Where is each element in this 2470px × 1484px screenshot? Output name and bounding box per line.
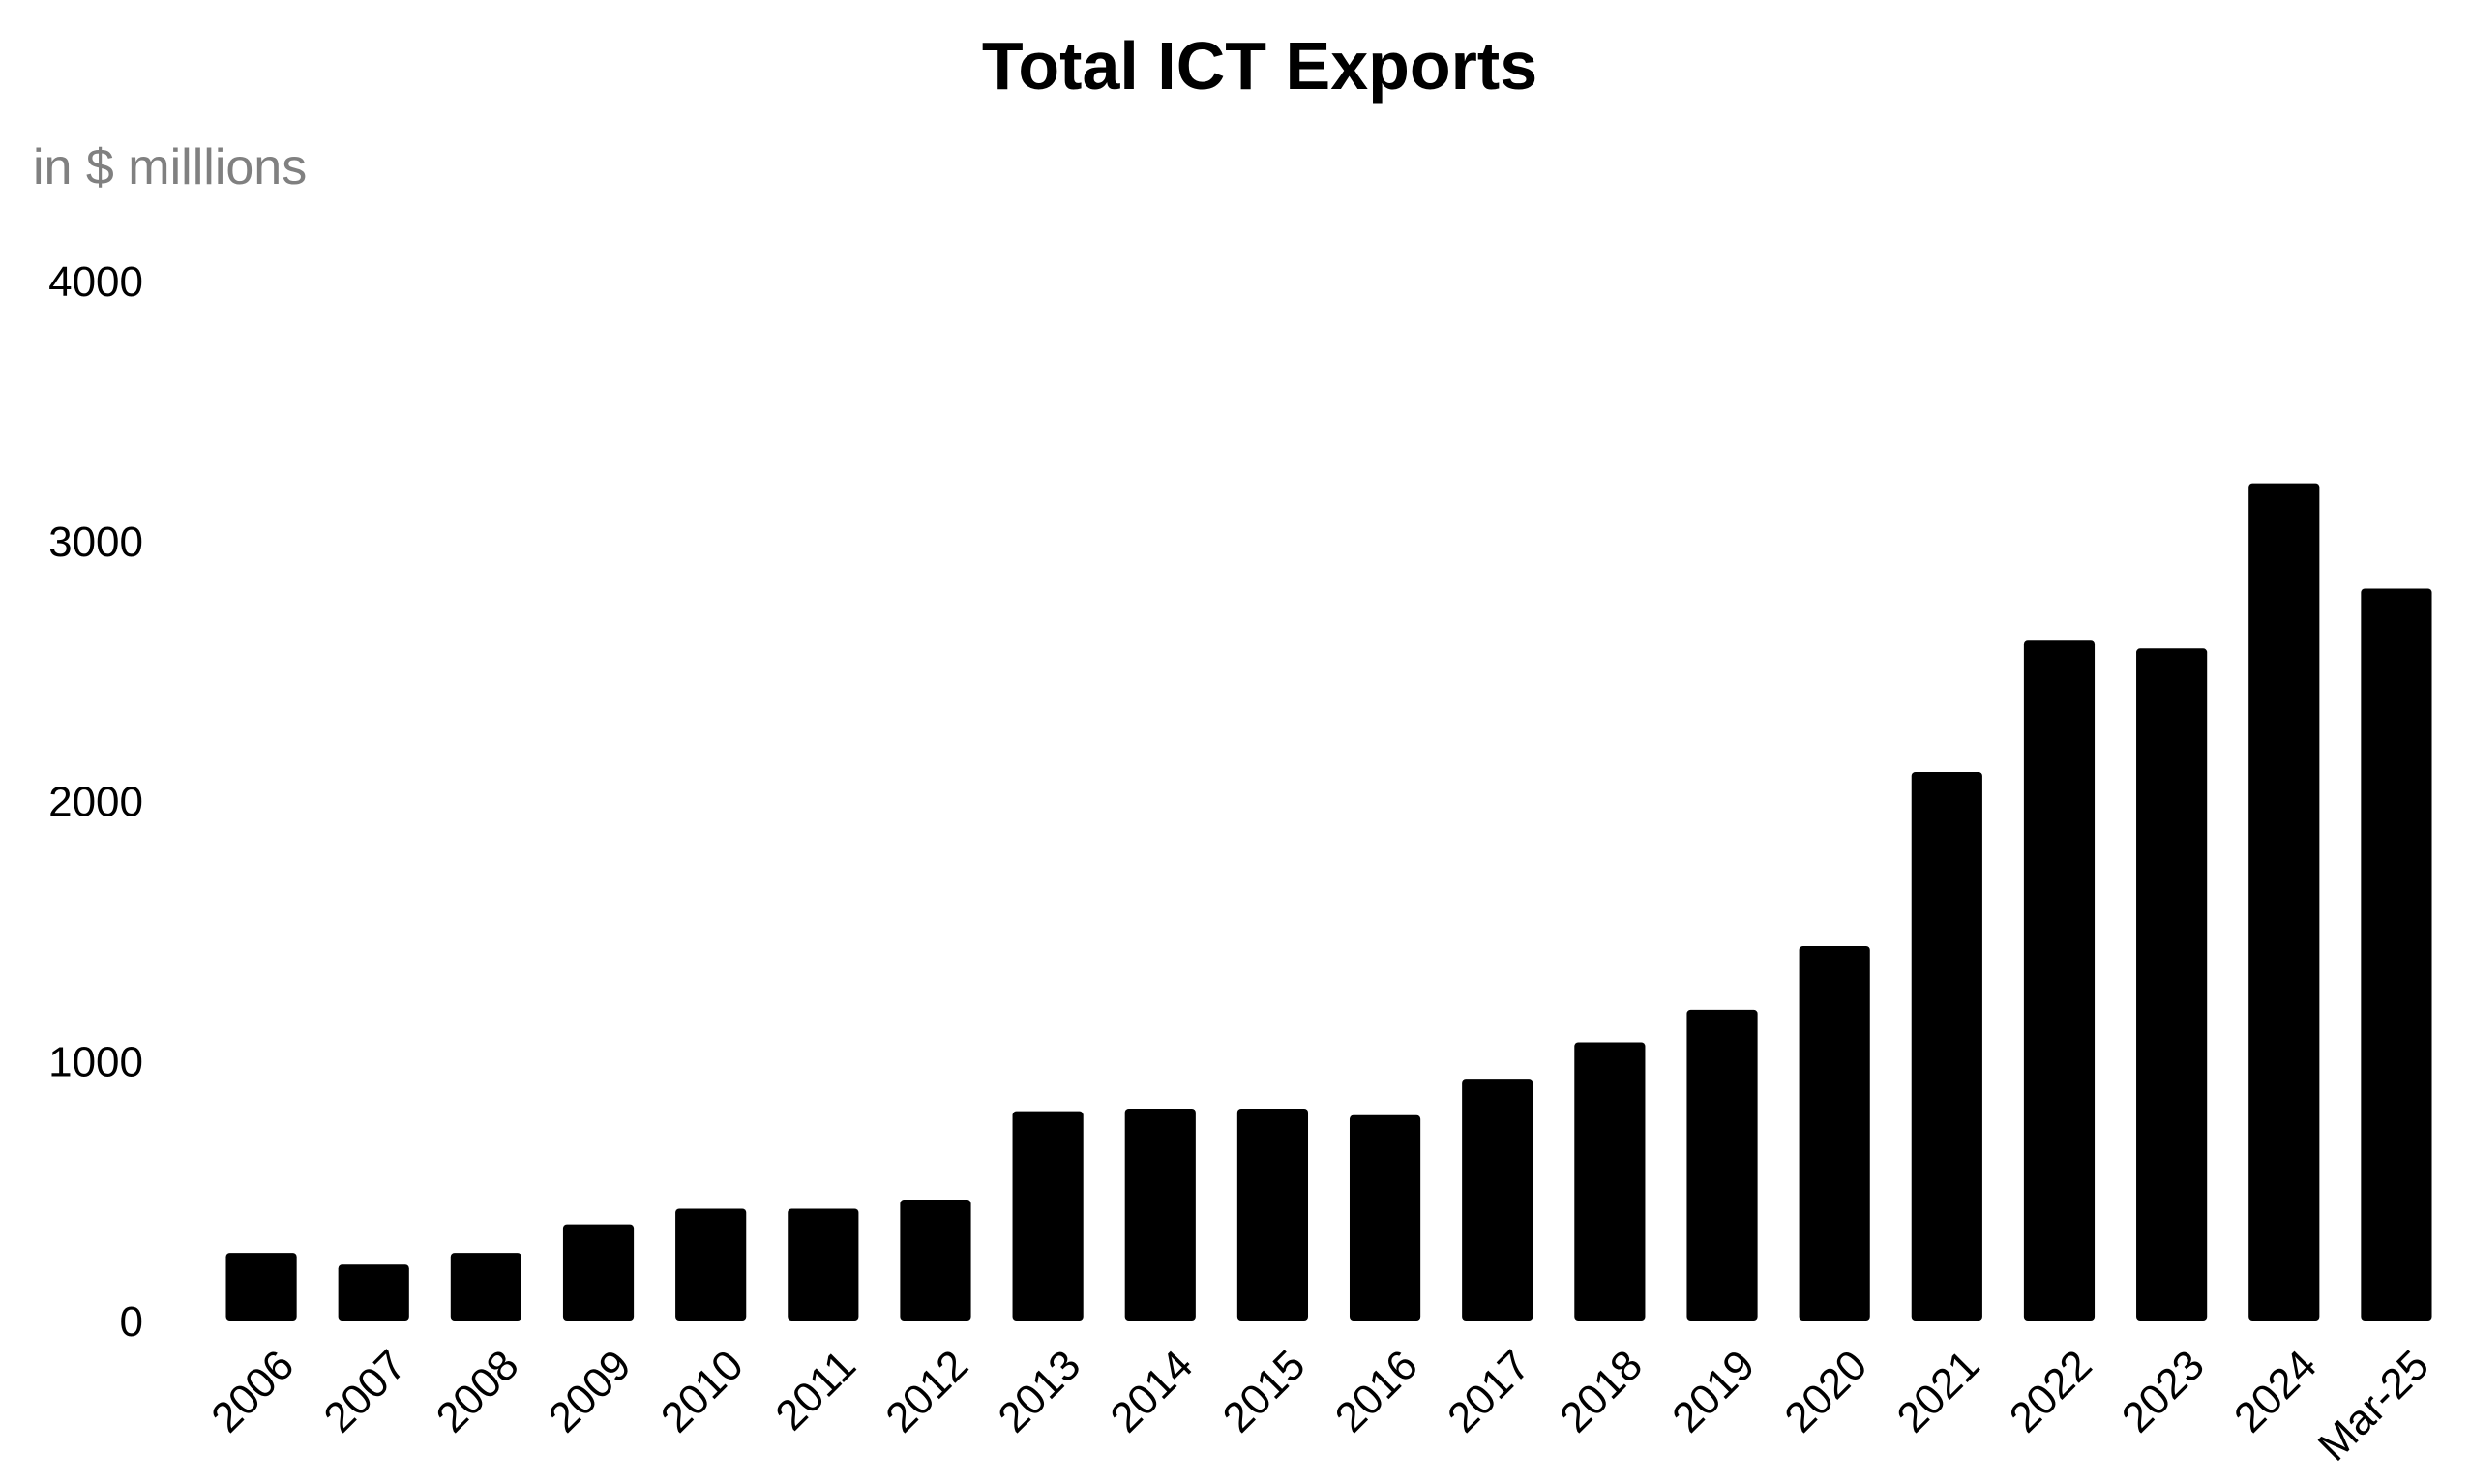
x-tick-label: 2022 (2001, 1341, 2101, 1441)
x-tick-label: 2010 (652, 1341, 753, 1441)
bar (1124, 1108, 1196, 1321)
x-tick-label: 2014 (1102, 1341, 1203, 1441)
bar (1012, 1111, 1084, 1321)
bar (1236, 1108, 1309, 1321)
bar (562, 1224, 635, 1321)
bar (338, 1264, 409, 1321)
bar (2023, 640, 2096, 1321)
x-tick-label: 2023 (2113, 1341, 2214, 1441)
x-axis-tick-labels: 2006 2007 2008 2009 2010 2011 2012 2013 2014 2015… (202, 1341, 2438, 1469)
x-tick-label: 2012 (877, 1341, 977, 1441)
bar (788, 1208, 859, 1321)
x-tick-label: 2015 (1214, 1341, 1315, 1441)
x-tick-label: Mar-25 (2309, 1341, 2438, 1469)
bar (450, 1253, 521, 1321)
bar (225, 1253, 297, 1321)
y-axis-tick-labels: 0 1000 2000 3000 4000 (48, 258, 143, 1346)
x-tick-label: 2011 (766, 1341, 865, 1439)
y-tick-label: 3000 (48, 519, 143, 566)
bar-series (225, 483, 2432, 1321)
bar (2361, 588, 2432, 1321)
x-tick-label: 2021 (1889, 1341, 1989, 1441)
x-tick-label: 2020 (1775, 1341, 1876, 1441)
x-tick-label: 2007 (314, 1341, 415, 1441)
bar (900, 1200, 971, 1321)
y-tick-label: 4000 (48, 258, 143, 306)
bar (1686, 1009, 1758, 1321)
y-tick-label: 0 (120, 1298, 143, 1346)
bar (1574, 1042, 1646, 1321)
bar (1799, 946, 1870, 1321)
x-tick-label: 2009 (540, 1341, 640, 1441)
x-tick-label: 2024 (2225, 1341, 2326, 1441)
x-tick-label: 2017 (1439, 1341, 1539, 1441)
bar (2136, 648, 2208, 1321)
chart-title: Total ICT Exports (982, 28, 1537, 104)
bar (1911, 771, 1982, 1321)
y-tick-label: 2000 (48, 779, 143, 826)
x-tick-label: 2019 (1663, 1341, 1764, 1441)
bar (1349, 1114, 1421, 1321)
chart-subtitle: in $ milllions (33, 139, 307, 195)
x-tick-label: 2018 (1551, 1341, 1652, 1441)
x-tick-label: 2013 (989, 1341, 1089, 1441)
x-tick-label: 2016 (1326, 1341, 1427, 1441)
bar (1462, 1079, 1533, 1321)
x-tick-label: 2006 (202, 1341, 303, 1441)
x-tick-label: 2008 (428, 1341, 528, 1441)
bar (2248, 483, 2320, 1321)
bar (675, 1208, 747, 1321)
y-tick-label: 1000 (48, 1038, 143, 1085)
